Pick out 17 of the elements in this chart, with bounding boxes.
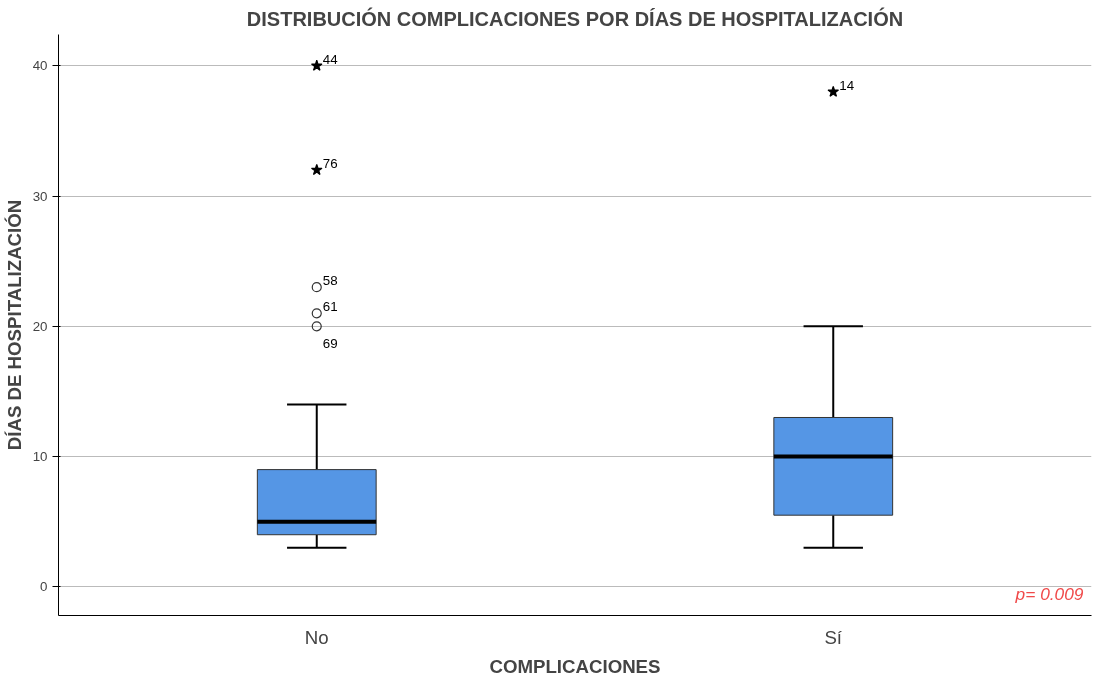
chart-title: DISTRIBUCIÓN COMPLICACIONES POR DÍAS DE HOSPITALIZACIÓN (246, 6, 904, 30)
y-tick-label: 20 (32, 318, 48, 334)
annotation: 14 (839, 77, 855, 93)
x-tick-label: Sí (824, 626, 843, 648)
annotation: 44 (322, 51, 339, 67)
x-axis-title: COMPLICACIONES (489, 655, 661, 677)
annotation: 61 (322, 299, 338, 315)
y-tick-label: 10 (32, 449, 48, 465)
y-tick-label: 40 (32, 58, 48, 74)
annotation: 76 (322, 155, 338, 171)
annotation: 69 (322, 336, 338, 352)
annotation: p= 0.009 (1014, 583, 1084, 604)
y-tick-label: 30 (32, 188, 48, 204)
annotation: 58 (322, 273, 338, 289)
y-tick-label: 0 (40, 579, 48, 595)
y-axis-title: DÍAS DE HOSPITALIZACIÓN (3, 199, 25, 451)
x-tick-label: No (304, 626, 329, 648)
